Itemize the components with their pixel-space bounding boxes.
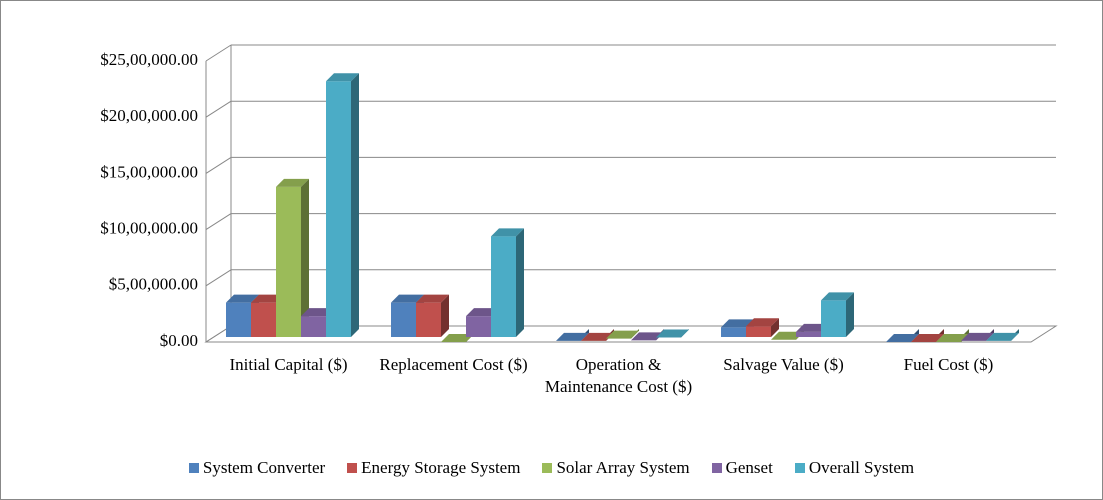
bar-side [516, 228, 524, 337]
legend-swatch [794, 463, 805, 473]
bar-front [746, 326, 771, 337]
bar-top [771, 331, 804, 340]
legend-label: Solar Array System [556, 458, 690, 477]
legend-swatch [711, 463, 722, 473]
bar-top [886, 334, 919, 342]
bar-top [796, 323, 829, 332]
bar-top [721, 319, 754, 328]
bar-top [961, 332, 994, 341]
bar [326, 73, 359, 338]
grid-line [205, 156, 1056, 174]
bar [886, 329, 919, 342]
bar [491, 228, 524, 337]
bar-top [581, 332, 614, 341]
grid-side [205, 100, 232, 118]
bar [416, 294, 449, 337]
bar-top [986, 332, 1019, 341]
legend-item: System Converter [188, 458, 326, 478]
y-tick-label: $15,00,000.00 [100, 162, 198, 181]
bar-front [276, 186, 301, 337]
bar-top [631, 332, 664, 341]
bar [961, 329, 994, 341]
bar-front [796, 331, 821, 337]
bar [746, 318, 779, 337]
bar-top [226, 294, 259, 303]
grid-side [205, 44, 232, 62]
legend-swatch [347, 463, 358, 473]
bar [276, 178, 309, 337]
legend: System Converter Energy Storage System Sol… [1, 458, 1102, 478]
x-tick-label: Salvage Value ($) [723, 355, 844, 374]
bar-top [441, 334, 474, 342]
bar-front [326, 81, 351, 338]
grid-line [205, 213, 1056, 231]
grid-line [205, 100, 1056, 118]
bar-front [226, 302, 251, 337]
bar-top [466, 308, 499, 317]
x-tick-label: Replacement Cost ($) [379, 355, 528, 374]
legend-item: Genset [711, 458, 773, 478]
bar [656, 329, 689, 338]
x-tick-label: Operation & Maintenance Cost ($) [544, 355, 693, 396]
grid-line [205, 269, 1056, 287]
bar-side [441, 294, 449, 337]
bar-front [301, 316, 326, 337]
grid-line [205, 44, 1056, 62]
bar [556, 329, 589, 341]
bar-top [821, 292, 854, 301]
bar-top [326, 73, 359, 82]
bar [606, 329, 639, 339]
y-tick-label: $0.00 [160, 331, 198, 350]
bar-front [821, 300, 846, 337]
bar [986, 329, 1019, 341]
y-tick-label: $25,00,000.00 [100, 50, 198, 69]
grid-side [205, 156, 232, 174]
bar-side [846, 292, 854, 337]
bar-top [556, 332, 589, 341]
bar-top [911, 334, 944, 342]
y-tick-label: $20,00,000.00 [100, 106, 198, 125]
bar-front [391, 302, 416, 337]
bar [936, 329, 969, 342]
bar [821, 292, 854, 337]
bar-top [251, 294, 284, 303]
bar-front [491, 236, 516, 337]
bar-top [936, 334, 969, 342]
bar-top [606, 330, 639, 339]
bar-top [491, 228, 524, 237]
bar-front [251, 302, 276, 337]
x-tick-label: Fuel Cost ($) [903, 355, 994, 374]
bar-front [416, 302, 441, 337]
bar-top [276, 178, 309, 187]
bar-top [391, 294, 424, 303]
bar-top [301, 308, 334, 317]
legend-swatch [542, 463, 553, 473]
bar-top [656, 329, 689, 338]
bar-side [771, 318, 779, 337]
x-tick-label: Initial Capital ($) [229, 355, 348, 374]
legend-item: Overall System [794, 458, 915, 478]
legend-item: Energy Storage System [347, 458, 520, 478]
bar-side [351, 73, 359, 338]
legend-label: Genset [725, 458, 773, 477]
legend-label: Overall System [808, 458, 915, 477]
y-tick-label: $10,00,000.00 [100, 219, 198, 238]
grid-side [205, 213, 232, 231]
bar-side [301, 178, 309, 337]
y-tick-label: $5,00,000.00 [109, 275, 198, 294]
bar [911, 329, 944, 342]
legend-label: Energy Storage System [361, 458, 521, 477]
grid-side [205, 269, 232, 287]
legend-label: System Converter [202, 458, 326, 477]
legend-item: Solar Array System [542, 458, 690, 478]
bar-top [746, 318, 779, 327]
bar-front [466, 316, 491, 337]
legend-swatch [188, 463, 199, 473]
bar-top [416, 294, 449, 303]
bar-front [721, 327, 746, 337]
